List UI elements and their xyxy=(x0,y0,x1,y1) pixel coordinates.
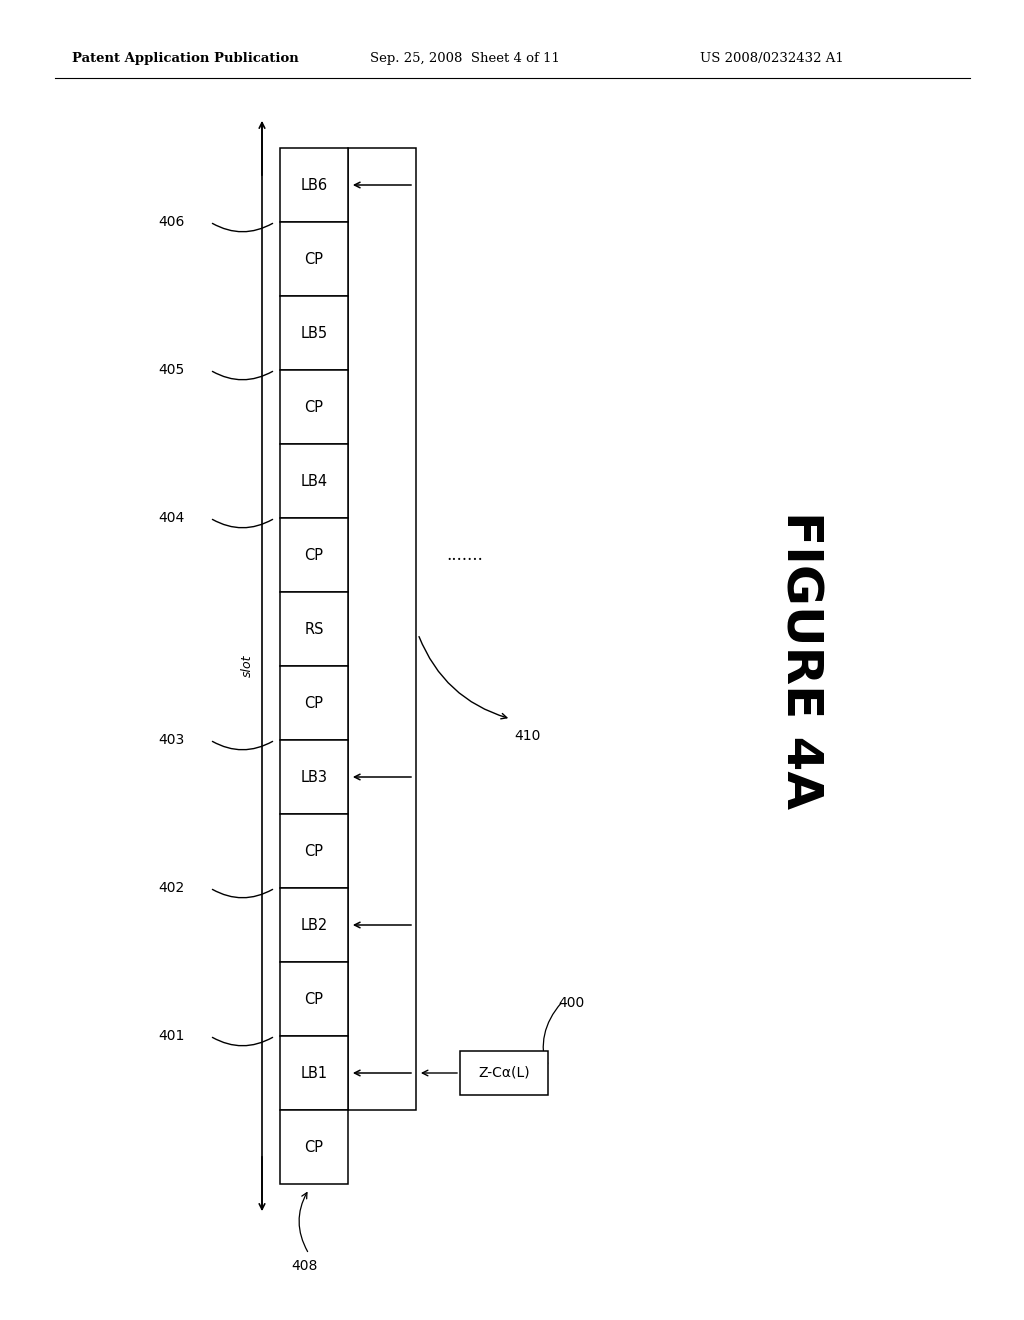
Text: CP: CP xyxy=(304,548,324,562)
Text: 405: 405 xyxy=(159,363,185,378)
Bar xyxy=(280,741,348,814)
Text: 402: 402 xyxy=(159,880,185,895)
Text: 410: 410 xyxy=(514,729,541,743)
Bar xyxy=(280,667,348,741)
Bar xyxy=(280,814,348,888)
Text: LB6: LB6 xyxy=(300,177,328,193)
Text: Patent Application Publication: Patent Application Publication xyxy=(72,51,299,65)
Text: LB1: LB1 xyxy=(300,1065,328,1081)
Text: LB4: LB4 xyxy=(300,474,328,488)
Text: CP: CP xyxy=(304,252,324,267)
Text: .......: ....... xyxy=(446,546,482,564)
Text: CP: CP xyxy=(304,991,324,1006)
Text: CP: CP xyxy=(304,696,324,710)
Bar xyxy=(280,1036,348,1110)
Text: Sep. 25, 2008  Sheet 4 of 11: Sep. 25, 2008 Sheet 4 of 11 xyxy=(370,51,560,65)
Bar xyxy=(280,517,348,591)
Text: US 2008/0232432 A1: US 2008/0232432 A1 xyxy=(700,51,844,65)
Bar xyxy=(280,1110,348,1184)
Text: FIGURE 4A: FIGURE 4A xyxy=(776,511,824,809)
Bar xyxy=(280,444,348,517)
Bar xyxy=(348,148,416,1110)
Text: LB3: LB3 xyxy=(300,770,328,784)
Text: LB5: LB5 xyxy=(300,326,328,341)
Text: 401: 401 xyxy=(159,1030,185,1043)
Text: slot: slot xyxy=(241,655,254,677)
Text: RS: RS xyxy=(304,622,324,636)
Bar xyxy=(280,591,348,667)
Bar xyxy=(280,222,348,296)
Text: Z-Cα(L): Z-Cα(L) xyxy=(478,1067,529,1080)
Bar xyxy=(280,962,348,1036)
Bar xyxy=(280,370,348,444)
Text: CP: CP xyxy=(304,400,324,414)
Text: 408: 408 xyxy=(291,1259,317,1272)
Text: 406: 406 xyxy=(159,215,185,228)
Bar xyxy=(280,888,348,962)
Text: 403: 403 xyxy=(159,733,185,747)
Bar xyxy=(460,1051,548,1096)
Text: CP: CP xyxy=(304,843,324,858)
Text: CP: CP xyxy=(304,1139,324,1155)
Text: LB2: LB2 xyxy=(300,917,328,932)
Bar xyxy=(280,148,348,222)
Bar xyxy=(280,296,348,370)
Text: 400: 400 xyxy=(558,997,585,1010)
Text: 404: 404 xyxy=(159,511,185,525)
